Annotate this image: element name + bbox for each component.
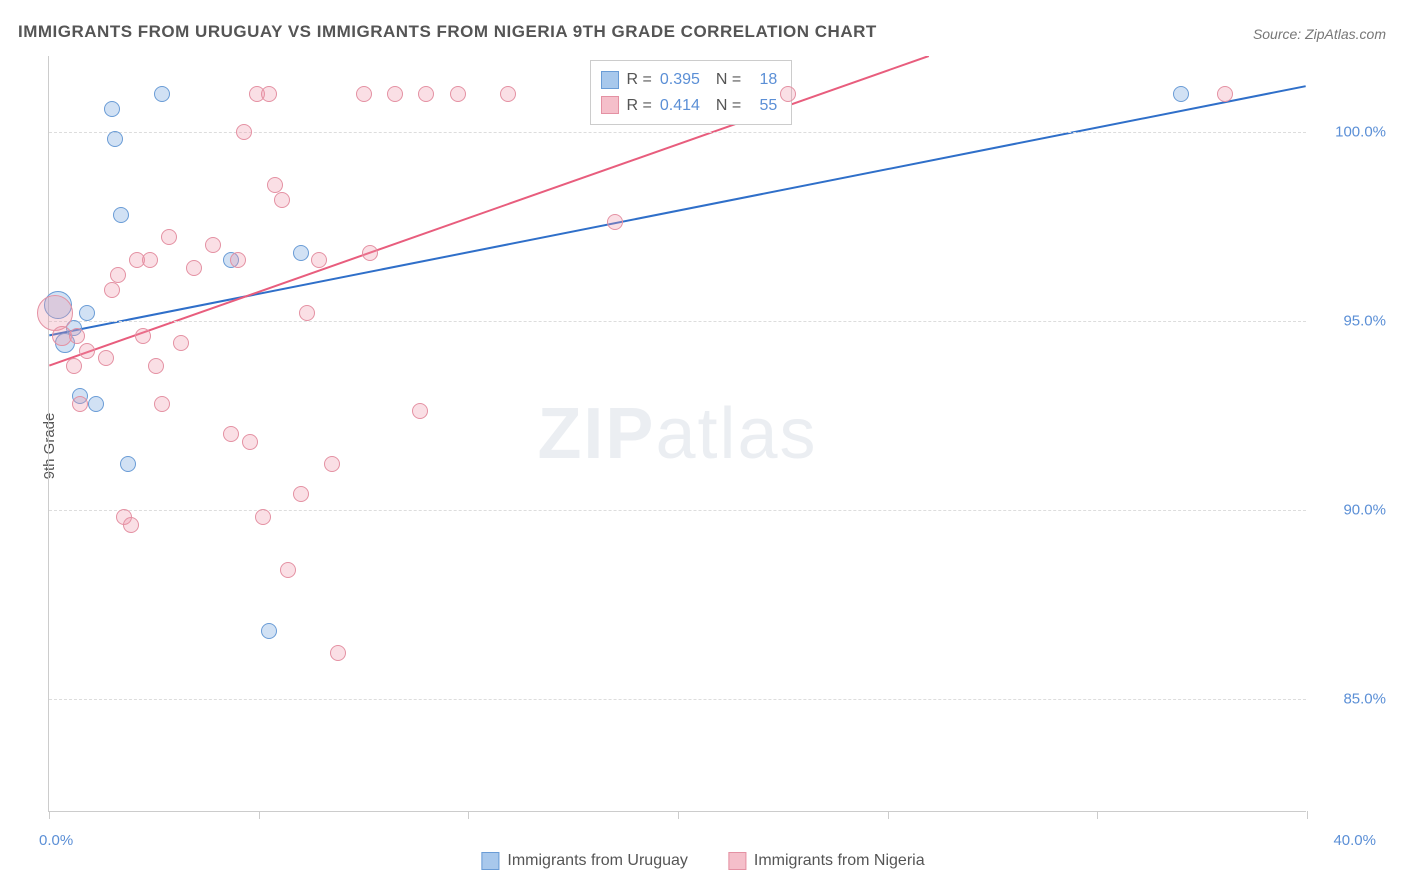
data-point — [142, 252, 158, 268]
data-point — [223, 426, 239, 442]
data-point — [1173, 86, 1189, 102]
data-point — [236, 124, 252, 140]
xtick — [678, 811, 679, 819]
data-point — [267, 177, 283, 193]
data-point — [500, 86, 516, 102]
legend-swatch — [728, 852, 746, 870]
xaxis-label-left: 0.0% — [39, 832, 73, 849]
legend-stats-box: R = 0.395 N = 18 R = 0.414 N = 55 — [590, 60, 793, 125]
chart-title: IMMIGRANTS FROM URUGUAY VS IMMIGRANTS FR… — [18, 22, 877, 42]
data-point — [186, 260, 202, 276]
xtick — [1307, 811, 1308, 819]
data-point — [104, 282, 120, 298]
legend-r-label: R = — [627, 93, 652, 119]
data-point — [205, 237, 221, 253]
data-point — [293, 486, 309, 502]
data-point — [69, 328, 85, 344]
data-point — [311, 252, 327, 268]
xtick — [468, 811, 469, 819]
data-point — [261, 623, 277, 639]
ytick-label: 85.0% — [1343, 690, 1386, 707]
data-point — [387, 86, 403, 102]
data-point — [37, 295, 73, 331]
data-point — [242, 434, 258, 450]
data-point — [274, 192, 290, 208]
legend-n-value: 18 — [749, 67, 777, 93]
legend-series-name: Immigrants from Uruguay — [507, 852, 688, 870]
legend-r-value: 0.414 — [660, 93, 700, 119]
data-point — [123, 517, 139, 533]
ytick-label: 100.0% — [1335, 123, 1386, 140]
watermark: ZIPatlas — [537, 393, 817, 475]
data-point — [110, 267, 126, 283]
data-point — [607, 214, 623, 230]
legend-n-label: N = — [716, 93, 741, 119]
data-point — [412, 403, 428, 419]
data-point — [293, 245, 309, 261]
data-point — [113, 207, 129, 223]
watermark-light: atlas — [655, 394, 817, 474]
data-point — [148, 358, 164, 374]
data-point — [362, 245, 378, 261]
gridline — [49, 699, 1306, 700]
xtick — [49, 811, 50, 819]
xtick — [888, 811, 889, 819]
data-point — [79, 305, 95, 321]
trend-line — [49, 56, 928, 366]
legend-stats-row: R = 0.414 N = 55 — [601, 93, 778, 119]
data-point — [324, 456, 340, 472]
data-point — [356, 86, 372, 102]
data-point — [261, 86, 277, 102]
legend-series-name: Immigrants from Nigeria — [754, 852, 925, 870]
data-point — [280, 562, 296, 578]
data-point — [1217, 86, 1233, 102]
legend-n-label: N = — [716, 67, 741, 93]
data-point — [79, 343, 95, 359]
legend-r-value: 0.395 — [660, 67, 700, 93]
data-point — [88, 396, 104, 412]
xtick — [1097, 811, 1098, 819]
data-point — [173, 335, 189, 351]
gridline — [49, 510, 1306, 511]
legend-r-label: R = — [627, 67, 652, 93]
gridline — [49, 321, 1306, 322]
legend-swatch — [481, 852, 499, 870]
data-point — [66, 358, 82, 374]
data-point — [161, 229, 177, 245]
ytick-label: 95.0% — [1343, 312, 1386, 329]
data-point — [330, 645, 346, 661]
ytick-label: 90.0% — [1343, 501, 1386, 518]
data-point — [72, 396, 88, 412]
xtick — [259, 811, 260, 819]
data-point — [135, 328, 151, 344]
plot-area: ZIPatlas R = 0.395 N = 18 R = 0.414 N = … — [48, 56, 1306, 812]
legend-stats-row: R = 0.395 N = 18 — [601, 67, 778, 93]
data-point — [299, 305, 315, 321]
data-point — [450, 86, 466, 102]
source-label: Source: ZipAtlas.com — [1253, 26, 1386, 42]
bottom-legend-item: Immigrants from Nigeria — [728, 852, 925, 870]
legend-swatch — [601, 96, 619, 114]
legend-swatch — [601, 71, 619, 89]
data-point — [120, 456, 136, 472]
data-point — [255, 509, 271, 525]
data-point — [104, 101, 120, 117]
bottom-legend: Immigrants from Uruguay Immigrants from N… — [481, 852, 924, 870]
bottom-legend-item: Immigrants from Uruguay — [481, 852, 688, 870]
data-point — [107, 131, 123, 147]
legend-n-value: 55 — [749, 93, 777, 119]
data-point — [780, 86, 796, 102]
data-point — [230, 252, 246, 268]
data-point — [98, 350, 114, 366]
watermark-bold: ZIP — [537, 394, 655, 474]
data-point — [154, 86, 170, 102]
data-point — [154, 396, 170, 412]
data-point — [418, 86, 434, 102]
xaxis-label-right: 40.0% — [1333, 832, 1376, 849]
